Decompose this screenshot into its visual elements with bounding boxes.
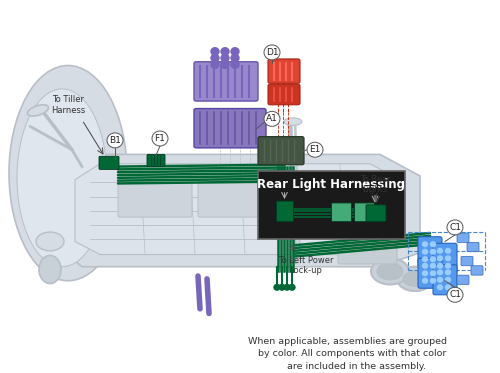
Circle shape: [221, 61, 229, 68]
Circle shape: [438, 256, 442, 261]
Text: E1: E1: [310, 145, 320, 154]
FancyBboxPatch shape: [332, 203, 351, 222]
Ellipse shape: [9, 66, 127, 281]
Circle shape: [430, 271, 436, 276]
Circle shape: [231, 48, 239, 55]
Circle shape: [438, 278, 442, 282]
Circle shape: [211, 48, 219, 55]
Ellipse shape: [397, 267, 433, 291]
Circle shape: [446, 248, 450, 253]
Circle shape: [446, 270, 450, 275]
Circle shape: [284, 285, 290, 290]
Ellipse shape: [403, 272, 427, 286]
FancyBboxPatch shape: [194, 109, 266, 148]
Text: F1: F1: [154, 134, 166, 143]
Text: Rear Light Harnessing: Rear Light Harnessing: [257, 178, 405, 191]
FancyBboxPatch shape: [461, 256, 473, 266]
Polygon shape: [75, 164, 400, 254]
Circle shape: [422, 278, 428, 283]
Circle shape: [430, 278, 436, 283]
Text: To Tiller
Harness: To Tiller Harness: [51, 95, 85, 115]
Circle shape: [430, 242, 436, 247]
Circle shape: [152, 131, 168, 146]
Circle shape: [438, 285, 442, 289]
Circle shape: [422, 263, 428, 268]
Ellipse shape: [371, 258, 409, 285]
Circle shape: [446, 278, 450, 282]
Circle shape: [438, 248, 442, 253]
Circle shape: [422, 242, 428, 247]
Circle shape: [221, 54, 229, 62]
FancyBboxPatch shape: [457, 275, 469, 285]
Circle shape: [430, 263, 436, 268]
FancyBboxPatch shape: [457, 233, 469, 242]
FancyBboxPatch shape: [471, 266, 483, 275]
FancyBboxPatch shape: [147, 154, 165, 167]
Circle shape: [274, 285, 280, 290]
Circle shape: [446, 263, 450, 268]
FancyBboxPatch shape: [366, 205, 386, 222]
FancyBboxPatch shape: [276, 201, 293, 222]
Text: To Rear
Lights: To Rear Lights: [360, 175, 390, 194]
Circle shape: [211, 61, 219, 68]
FancyBboxPatch shape: [338, 239, 397, 264]
Circle shape: [289, 285, 295, 290]
Ellipse shape: [377, 263, 403, 280]
Circle shape: [438, 263, 442, 268]
Circle shape: [107, 133, 123, 148]
FancyBboxPatch shape: [418, 258, 442, 288]
Text: C1: C1: [449, 290, 461, 299]
FancyBboxPatch shape: [433, 243, 457, 273]
Circle shape: [447, 287, 463, 302]
Circle shape: [430, 257, 436, 261]
FancyBboxPatch shape: [418, 237, 442, 267]
FancyBboxPatch shape: [258, 137, 304, 165]
Polygon shape: [65, 154, 420, 267]
Circle shape: [211, 54, 219, 62]
Circle shape: [231, 54, 239, 62]
FancyBboxPatch shape: [258, 171, 405, 239]
Circle shape: [422, 250, 428, 254]
Ellipse shape: [284, 118, 302, 125]
Circle shape: [430, 250, 436, 254]
FancyBboxPatch shape: [198, 181, 262, 217]
FancyBboxPatch shape: [118, 181, 192, 217]
Text: To Left Power
Lock-up: To Left Power Lock-up: [278, 256, 333, 275]
Text: D1: D1: [266, 48, 278, 57]
Circle shape: [422, 257, 428, 261]
Circle shape: [264, 112, 280, 126]
FancyBboxPatch shape: [354, 203, 374, 222]
Circle shape: [279, 285, 285, 290]
Circle shape: [422, 271, 428, 276]
Text: When applicable, assemblies are grouped
   by color. All components with that co: When applicable, assemblies are grouped …: [248, 337, 447, 371]
Circle shape: [231, 61, 239, 68]
Circle shape: [221, 48, 229, 55]
FancyBboxPatch shape: [194, 62, 258, 101]
Circle shape: [447, 220, 463, 235]
Circle shape: [307, 142, 323, 157]
FancyBboxPatch shape: [268, 59, 300, 83]
Ellipse shape: [28, 105, 48, 116]
Circle shape: [264, 45, 280, 60]
Ellipse shape: [17, 89, 107, 267]
Circle shape: [438, 270, 442, 275]
Text: A1: A1: [266, 115, 278, 123]
Ellipse shape: [36, 232, 64, 251]
FancyBboxPatch shape: [467, 242, 479, 252]
Ellipse shape: [39, 256, 61, 283]
FancyBboxPatch shape: [433, 265, 457, 295]
Circle shape: [446, 256, 450, 261]
Text: B1: B1: [109, 136, 121, 145]
FancyBboxPatch shape: [99, 156, 119, 169]
Text: C1: C1: [449, 223, 461, 232]
FancyBboxPatch shape: [268, 84, 300, 105]
Circle shape: [446, 285, 450, 289]
